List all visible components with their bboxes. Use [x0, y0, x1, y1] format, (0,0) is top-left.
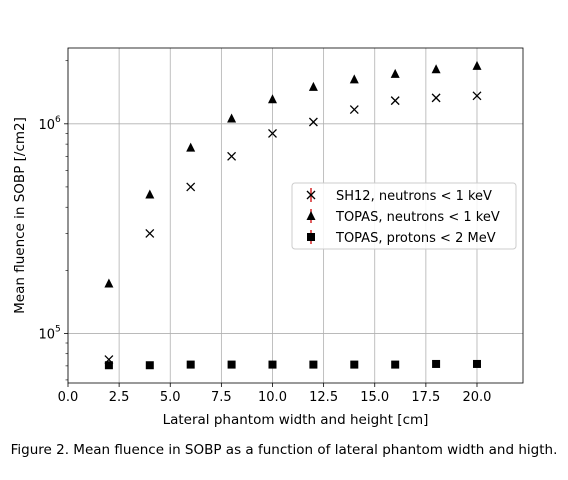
data-point: [104, 361, 113, 370]
legend-label: TOPAS, neutrons < 1 keV: [335, 210, 500, 225]
series-x: [104, 91, 482, 365]
y-tick-exponent: 6: [55, 115, 61, 125]
x-axis: 0.0 2.5 5.0 7.5 10.0 12.5 15.0 17.5 20.0: [58, 383, 492, 405]
data-point: [432, 359, 441, 368]
data-point: [350, 360, 359, 369]
y-tick-exponent: 5: [55, 324, 61, 334]
legend: SH12, neutrons < 1 keV TOPAS, neutrons < …: [291, 182, 517, 250]
data-point: [268, 128, 277, 138]
x-tick-label: 17.5: [411, 390, 440, 405]
legend-marker: [306, 190, 316, 200]
x-tick-label: 20.0: [463, 390, 492, 405]
data-point: [308, 81, 318, 91]
legend-box: [291, 182, 517, 250]
data-point: [308, 117, 318, 127]
data-point: [186, 360, 195, 369]
data-point: [267, 94, 277, 104]
x-tick-label: 15.0: [360, 390, 389, 405]
data-point: [472, 359, 481, 368]
data-point: [145, 228, 155, 238]
data-point: [472, 60, 482, 70]
x-tick-label: 5.0: [160, 390, 181, 405]
data-point: [227, 360, 236, 369]
legend-label: SH12, neutrons < 1 keV: [336, 189, 492, 204]
chart: 0.0 2.5 5.0 7.5 10.0 12.5 15.0 17.5 20.010 510 6La…: [12, 47, 524, 428]
data-point: [391, 360, 400, 369]
series-square: [104, 359, 481, 370]
legend-marker: [306, 211, 316, 220]
data-point: [227, 151, 237, 161]
legend-marker: [307, 233, 315, 241]
y-axis-label: Mean fluence in SOBP [/cm2]: [12, 117, 28, 314]
data-point: [349, 105, 359, 114]
data-point: [104, 278, 114, 288]
x-axis-label: Lateral phantom width and height [cm]: [163, 412, 429, 428]
x-tick-label: 2.5: [109, 390, 130, 405]
data-point: [186, 142, 196, 152]
data-point: [145, 361, 154, 370]
data-point: [268, 360, 277, 369]
data-point: [186, 182, 196, 192]
data-point: [309, 360, 318, 369]
data-point: [431, 64, 441, 74]
legend-label: TOPAS, protons < 2 MeV: [335, 231, 496, 246]
x-tick-label: 10.0: [258, 390, 287, 405]
figure-caption: Figure 2. Mean fluence in SOBP as a func…: [10, 442, 558, 458]
data-point: [431, 93, 441, 103]
data-point: [227, 113, 237, 123]
y-tick-label: 10: [38, 327, 55, 342]
y-tick-label: 10: [38, 118, 55, 133]
data-point: [390, 68, 400, 78]
data-point: [349, 74, 359, 84]
data-point: [472, 91, 482, 101]
x-tick-label: 12.5: [309, 390, 338, 405]
grid: [67, 48, 523, 383]
x-tick-label: 0.0: [58, 390, 79, 405]
data-point: [145, 189, 155, 199]
series-triangle: [104, 60, 482, 288]
x-tick-label: 7.5: [211, 390, 232, 405]
data-point: [390, 96, 400, 106]
axes-frame: [67, 47, 524, 384]
